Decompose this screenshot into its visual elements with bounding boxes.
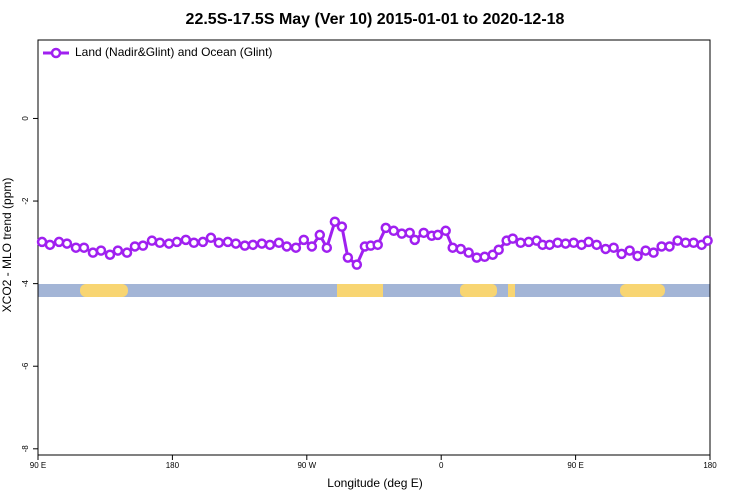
data-point (632, 250, 643, 262)
data-point (256, 238, 268, 249)
data-point (455, 243, 467, 255)
x-tick-label: 90 W (297, 461, 316, 470)
data-point (544, 239, 555, 251)
y-tick-label: 0 (21, 116, 30, 121)
data-point (213, 237, 225, 249)
data-point (351, 259, 363, 270)
data-point (129, 241, 141, 252)
data-point (247, 239, 259, 251)
data-point (121, 247, 133, 258)
data-point (205, 232, 217, 244)
data-point (688, 237, 699, 249)
data-point (702, 235, 713, 246)
data-point (409, 234, 421, 246)
data-point (404, 227, 415, 239)
data-point (95, 245, 107, 256)
data-point (137, 240, 149, 251)
data-point (329, 216, 341, 227)
data-point (104, 249, 116, 260)
data-point (479, 251, 490, 263)
x-axis-label: Longitude (deg E) (327, 476, 422, 490)
legend-marker (50, 47, 62, 59)
data-point (440, 225, 451, 237)
data-point (463, 247, 474, 258)
data-point (616, 248, 627, 260)
data-point (648, 247, 659, 258)
land-ocean-strip (38, 284, 710, 297)
data-point (600, 243, 611, 255)
data-point (523, 236, 534, 248)
legend-label: Land (Nadir&Glint) and Ocean (Glint) (75, 45, 272, 59)
data-point (560, 238, 571, 249)
data-point (87, 247, 99, 258)
x-tick-label: 180 (166, 461, 180, 470)
data-point (298, 234, 310, 246)
data-point (239, 240, 251, 251)
x-tick-label: 90 E (567, 461, 583, 470)
plot-frame (37, 39, 711, 456)
data-point (388, 225, 399, 237)
data-point (608, 242, 619, 253)
chart-title: 22.5S-17.5S May (Ver 10) 2015-01-01 to 2… (186, 11, 565, 28)
data-point (273, 237, 285, 249)
data-point (591, 239, 602, 251)
data-point (281, 241, 293, 252)
data-point (624, 245, 635, 256)
data-point (188, 237, 200, 249)
data-point (171, 236, 183, 248)
y-tick-label: -2 (21, 197, 30, 205)
data-point (321, 242, 333, 253)
data-point (672, 235, 683, 246)
data-point (432, 229, 444, 241)
data-point (515, 237, 526, 249)
x-tick-label: 0 (439, 461, 444, 470)
data-point (372, 239, 383, 251)
y-tick-label: -6 (21, 362, 30, 370)
data-point (78, 242, 90, 253)
data-point (222, 236, 234, 248)
x-tick-label: 90 E (30, 461, 46, 470)
data-point (306, 241, 318, 252)
y-tick-label: -4 (21, 280, 30, 288)
data-point (44, 239, 56, 251)
data-point (447, 242, 458, 253)
data-point (112, 245, 124, 256)
x-tick-label: 180 (703, 461, 717, 470)
data-point (61, 238, 73, 249)
data-point (314, 229, 326, 241)
data-point (583, 236, 594, 248)
data-point (664, 241, 675, 252)
y-axis-label: XCO2 - MLO trend (ppm) (0, 178, 14, 313)
data-point (180, 234, 192, 246)
data-point (290, 242, 302, 253)
data-point (493, 244, 504, 256)
data-point (154, 237, 166, 249)
data-point (336, 221, 348, 232)
data-point (197, 236, 209, 248)
data-point (70, 242, 82, 253)
y-tick-label: -8 (21, 445, 30, 453)
data-point (418, 227, 429, 239)
data-point (507, 233, 518, 244)
data-point (342, 252, 354, 263)
data-point (230, 238, 242, 249)
data-point (264, 239, 276, 251)
